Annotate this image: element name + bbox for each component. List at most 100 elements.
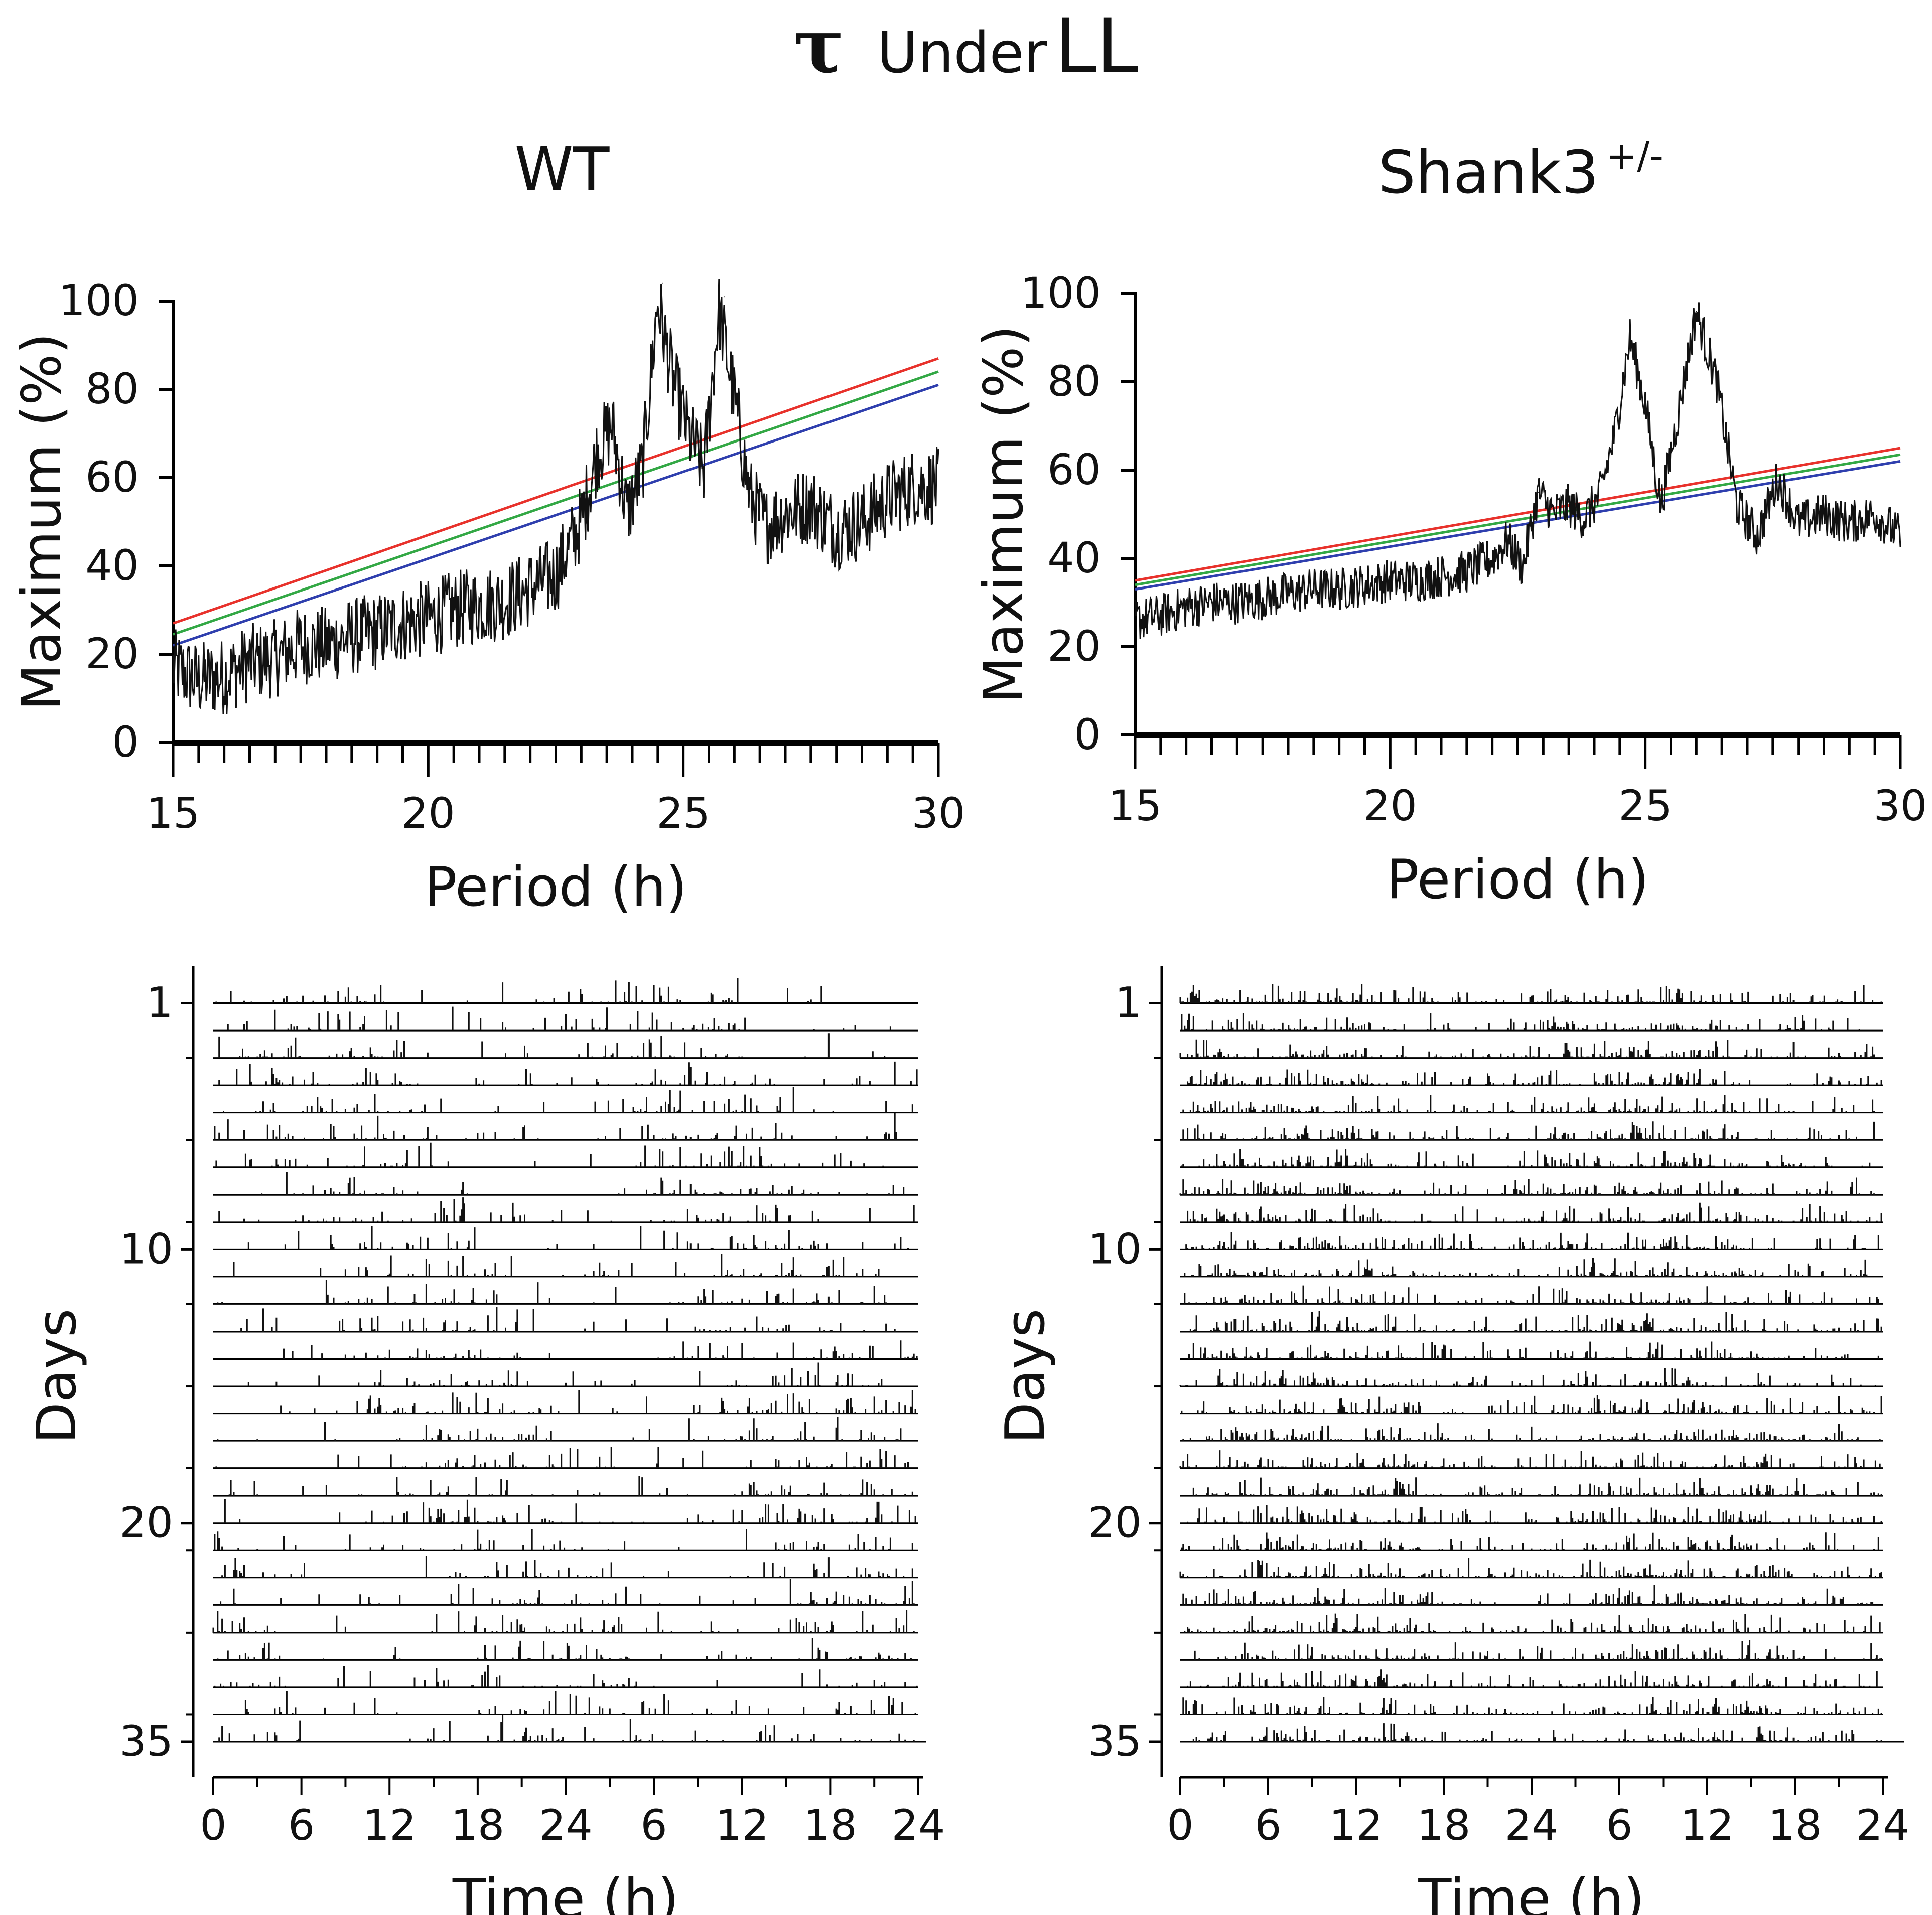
actogram-row <box>212 1610 918 1634</box>
peak-point-0 <box>1538 492 1539 493</box>
actogram-row <box>1179 984 1883 1004</box>
actogram-row <box>1180 1723 1904 1743</box>
x-tick-label: 25 <box>656 789 710 838</box>
actogram-row <box>1179 1177 1883 1196</box>
actogram-x-tick-label: 0 <box>200 1801 226 1850</box>
actogram-row <box>213 1172 918 1196</box>
actogram-row <box>1180 1697 1883 1715</box>
activity-bars <box>220 1579 915 1605</box>
activity-bars <box>280 1390 916 1414</box>
activity-bars <box>224 1499 916 1523</box>
y-tick-label: 40 <box>1047 533 1101 582</box>
activity-bars <box>218 1715 915 1742</box>
activity-bars <box>1184 1258 1868 1277</box>
activity-bars <box>1194 1640 1882 1660</box>
panel-title-shank3-text: Shank3 <box>1378 137 1599 207</box>
periodogram-trace <box>172 278 939 714</box>
peak-point-0 <box>606 415 608 416</box>
y-tick-label: 0 <box>112 717 139 767</box>
actogram-row <box>213 1226 918 1250</box>
actogram-row <box>213 1362 918 1387</box>
actogram-row <box>213 1665 918 1688</box>
actogram-y-tick-label: 20 <box>119 1498 173 1547</box>
actogram-1 <box>1149 966 1904 1795</box>
peak-point-1 <box>1629 337 1631 338</box>
actogram-row <box>1180 1095 1883 1114</box>
actogram-row <box>1179 1450 1883 1469</box>
actogram-row <box>213 1529 918 1551</box>
actogram-row <box>213 1197 918 1223</box>
actogram-row <box>213 1087 918 1114</box>
activity-bars <box>221 1556 913 1578</box>
y-tick-label: 20 <box>1047 622 1101 671</box>
activity-bars <box>215 1447 909 1468</box>
panel-title-shank3-sup: +/- <box>1606 134 1663 178</box>
actogram-row <box>1179 1368 1883 1387</box>
actogram-row <box>1180 1532 1883 1551</box>
actogram-row <box>1180 1069 1883 1086</box>
actogram-row <box>1180 1395 1883 1415</box>
actogram-x-tick-label: 12 <box>1329 1801 1383 1850</box>
activity-bars <box>1184 1285 1879 1304</box>
title-tau-symbol: τ <box>793 2 845 90</box>
actogram-row <box>1180 1613 1883 1634</box>
actogram-row <box>1180 1640 1883 1661</box>
significance-line-blue <box>173 383 939 647</box>
activity-bars <box>1182 1697 1882 1715</box>
activity-bars <box>215 1142 884 1167</box>
peak-point-2 <box>724 296 725 298</box>
actogram-row <box>213 1691 918 1715</box>
actogram-row <box>1180 1285 1883 1305</box>
actogram-row <box>213 1638 918 1661</box>
activity-bars <box>1179 1177 1875 1195</box>
actogram-row <box>213 1390 918 1415</box>
actogram-x-tick-label: 24 <box>1856 1801 1910 1850</box>
actogram-row <box>1180 1013 1883 1032</box>
actogram-x-tick-label: 0 <box>1167 1801 1193 1850</box>
actogram-x-axis-title: Time (h) <box>452 1868 679 1915</box>
actogram-row <box>213 1340 918 1360</box>
activity-bars <box>1181 1395 1882 1414</box>
actogram-row <box>213 1006 918 1032</box>
periodogram-1 <box>1121 292 1902 769</box>
actogram-row <box>1180 1669 1883 1688</box>
x-axis-title: Period (h) <box>425 856 687 919</box>
y-axis-title: Maximum (%) <box>11 333 73 710</box>
actogram-row <box>1179 1558 1883 1579</box>
activity-bars <box>1187 1069 1882 1086</box>
y-tick-label: 80 <box>1047 357 1101 406</box>
actogram-x-tick-label: 24 <box>539 1801 593 1850</box>
actogram-y-tick-label: 20 <box>1088 1498 1142 1547</box>
x-tick-label: 15 <box>147 789 200 838</box>
activity-bars <box>218 1197 915 1222</box>
actogram-y-axis-title: Days <box>994 1309 1057 1444</box>
x-tick-label: 25 <box>1618 781 1672 830</box>
activity-bars <box>233 1254 880 1277</box>
actogram-row <box>213 1556 918 1579</box>
actogram-x-tick-label: 18 <box>1417 1801 1471 1850</box>
actogram-x-axis-title: Time (h) <box>1418 1868 1644 1915</box>
significance-line-red <box>1135 447 1901 582</box>
activity-bars <box>215 978 822 1003</box>
x-tick-label: 15 <box>1109 781 1162 830</box>
activity-bars <box>223 1087 913 1113</box>
activity-bars <box>283 1340 918 1359</box>
actogram-row <box>213 1033 918 1059</box>
actogram-row <box>1179 1039 1883 1059</box>
figure-title: τ Under LL <box>0 2 1932 90</box>
y-tick-label: 0 <box>1074 710 1101 759</box>
significance-line-red <box>173 357 939 625</box>
activity-bars <box>218 1061 918 1086</box>
actogram-x-tick-label: 18 <box>803 1801 857 1850</box>
y-tick-label: 60 <box>85 453 139 502</box>
panel-title-shank3: Shank3 +/- <box>1119 134 1922 207</box>
actogram-row <box>213 1579 918 1606</box>
activity-bars <box>1182 1423 1881 1441</box>
actogram-y-tick-label: 10 <box>1088 1224 1142 1273</box>
actogram-row <box>1180 1202 1883 1223</box>
activity-bars <box>1179 1558 1882 1578</box>
activity-bars <box>1181 1532 1879 1551</box>
activity-bars <box>1181 1149 1871 1167</box>
activity-bars <box>212 1610 915 1633</box>
